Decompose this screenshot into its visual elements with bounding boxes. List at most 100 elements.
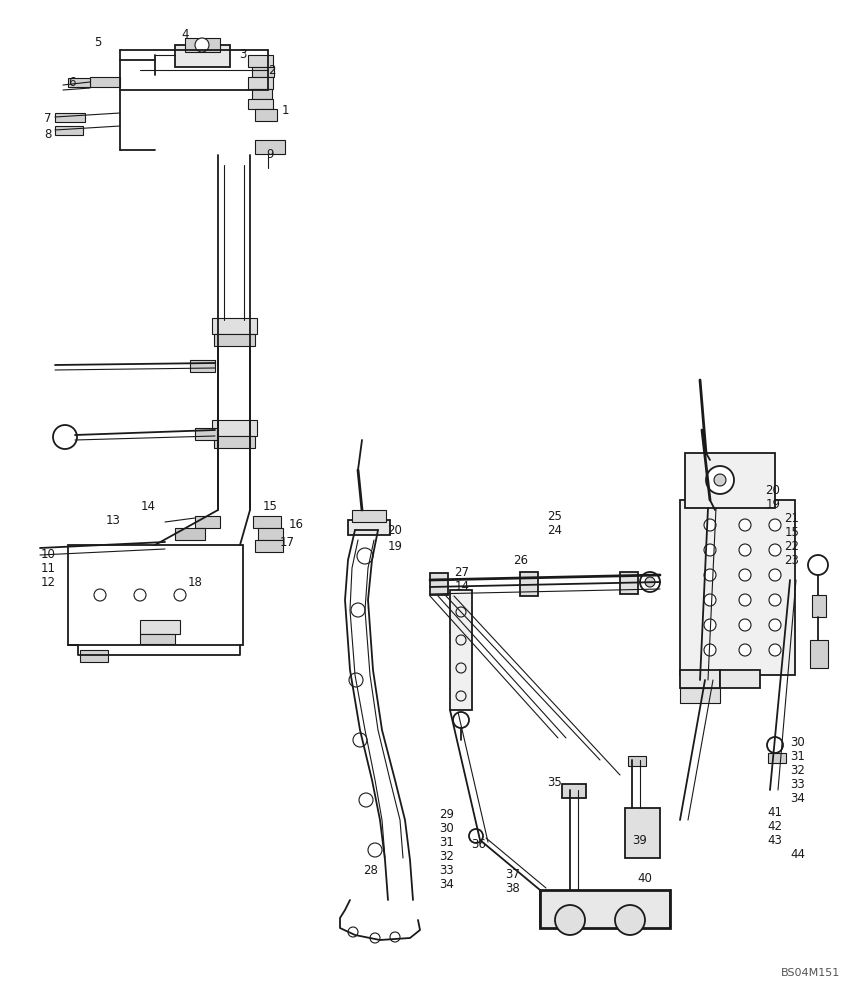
Bar bbox=[248, 99, 273, 109]
Circle shape bbox=[351, 603, 365, 617]
Text: 17: 17 bbox=[279, 536, 294, 550]
Circle shape bbox=[739, 594, 751, 606]
Circle shape bbox=[739, 519, 751, 531]
Bar bbox=[214, 334, 255, 346]
Text: BS04M151: BS04M151 bbox=[780, 968, 840, 978]
Bar bbox=[768, 753, 786, 763]
Circle shape bbox=[769, 644, 781, 656]
Circle shape bbox=[769, 569, 781, 581]
Bar bbox=[258, 528, 283, 540]
Text: 34: 34 bbox=[439, 878, 455, 890]
Bar bbox=[540, 890, 670, 928]
Bar bbox=[680, 688, 720, 703]
Bar bbox=[68, 78, 90, 87]
Text: 20: 20 bbox=[766, 484, 780, 496]
Bar bbox=[248, 77, 273, 89]
Text: 16: 16 bbox=[288, 518, 304, 530]
Text: 38: 38 bbox=[506, 882, 521, 896]
Bar bbox=[248, 55, 273, 67]
Bar bbox=[90, 77, 120, 87]
Text: 4: 4 bbox=[181, 28, 188, 41]
Text: 25: 25 bbox=[548, 510, 562, 522]
Text: 3: 3 bbox=[240, 48, 247, 62]
Bar bbox=[680, 500, 795, 675]
Circle shape bbox=[349, 673, 363, 687]
Circle shape bbox=[704, 544, 716, 556]
Circle shape bbox=[704, 594, 716, 606]
Circle shape bbox=[769, 544, 781, 556]
Text: 23: 23 bbox=[785, 554, 799, 566]
Text: 13: 13 bbox=[106, 514, 121, 526]
Circle shape bbox=[453, 712, 469, 728]
Circle shape bbox=[615, 905, 645, 935]
Circle shape bbox=[739, 544, 751, 556]
Bar bbox=[175, 45, 230, 67]
Bar bbox=[255, 109, 277, 121]
Bar bbox=[450, 590, 472, 710]
Bar bbox=[212, 420, 257, 436]
Text: 2: 2 bbox=[268, 64, 276, 77]
Bar bbox=[253, 516, 281, 528]
Circle shape bbox=[555, 905, 585, 935]
Text: 18: 18 bbox=[187, 576, 202, 588]
Bar bbox=[685, 453, 775, 508]
Text: 36: 36 bbox=[471, 838, 486, 852]
Text: 33: 33 bbox=[791, 778, 806, 792]
Text: 30: 30 bbox=[791, 736, 806, 750]
Text: 41: 41 bbox=[767, 806, 782, 820]
Circle shape bbox=[195, 38, 209, 52]
Bar bbox=[55, 113, 85, 122]
Circle shape bbox=[769, 519, 781, 531]
Text: 32: 32 bbox=[439, 850, 455, 862]
Circle shape bbox=[769, 594, 781, 606]
Text: 12: 12 bbox=[41, 576, 56, 589]
Text: 5: 5 bbox=[95, 36, 102, 49]
Text: 39: 39 bbox=[633, 834, 648, 846]
Text: 15: 15 bbox=[262, 500, 278, 514]
Circle shape bbox=[767, 737, 783, 753]
Text: 21: 21 bbox=[785, 512, 799, 524]
Text: 19: 19 bbox=[387, 540, 403, 552]
Circle shape bbox=[704, 619, 716, 631]
Text: 7: 7 bbox=[44, 111, 52, 124]
Bar bbox=[348, 520, 390, 535]
Bar bbox=[190, 360, 215, 372]
Circle shape bbox=[53, 425, 77, 449]
Bar bbox=[255, 540, 283, 552]
Bar bbox=[252, 67, 274, 77]
Bar bbox=[140, 620, 180, 634]
Text: 19: 19 bbox=[766, 497, 780, 510]
Circle shape bbox=[640, 572, 660, 592]
Bar bbox=[520, 572, 538, 596]
Circle shape bbox=[739, 644, 751, 656]
Bar bbox=[812, 595, 826, 617]
Bar bbox=[195, 428, 217, 440]
Text: 34: 34 bbox=[791, 792, 806, 806]
Bar bbox=[620, 572, 638, 594]
Text: 9: 9 bbox=[266, 148, 273, 161]
Bar bbox=[810, 640, 828, 668]
Circle shape bbox=[359, 793, 373, 807]
Text: 33: 33 bbox=[439, 863, 454, 876]
Circle shape bbox=[353, 733, 367, 747]
Circle shape bbox=[357, 548, 373, 564]
Text: 8: 8 bbox=[44, 127, 52, 140]
Text: 44: 44 bbox=[791, 848, 806, 861]
Text: 37: 37 bbox=[505, 868, 521, 882]
Text: 40: 40 bbox=[638, 871, 653, 884]
Text: 22: 22 bbox=[785, 540, 799, 552]
Bar bbox=[352, 510, 386, 522]
Bar bbox=[140, 634, 175, 644]
Circle shape bbox=[739, 569, 751, 581]
Text: 14: 14 bbox=[455, 580, 470, 593]
Circle shape bbox=[704, 519, 716, 531]
Bar bbox=[80, 650, 108, 662]
Text: 43: 43 bbox=[767, 834, 782, 848]
Text: 10: 10 bbox=[41, 548, 56, 560]
Text: 30: 30 bbox=[439, 822, 454, 834]
Bar bbox=[55, 126, 83, 135]
Text: 1: 1 bbox=[281, 104, 289, 116]
Bar bbox=[720, 670, 760, 688]
Text: 15: 15 bbox=[785, 526, 799, 538]
Circle shape bbox=[714, 474, 726, 486]
